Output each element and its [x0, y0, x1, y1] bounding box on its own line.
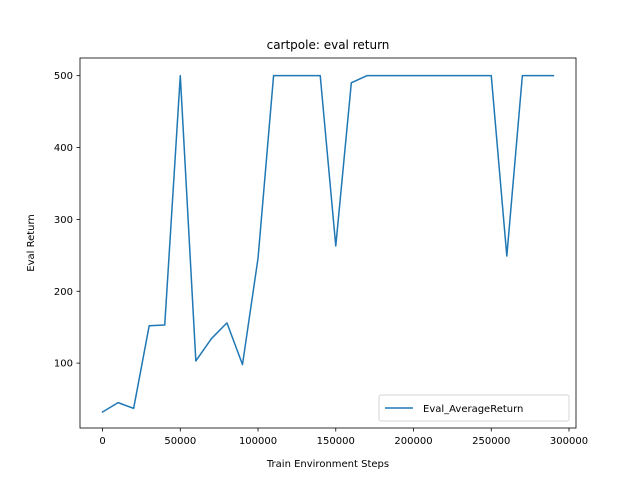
legend: Eval_AverageReturn: [378, 394, 570, 422]
legend-frame: [378, 394, 570, 422]
legend-label-eval-average-return: Eval_AverageReturn: [423, 404, 523, 415]
series-line-eval-average-return: [101, 74, 555, 414]
plot-area: [79, 57, 577, 429]
x-axis: 0 50000 100000 150000 200000 250000 300000: [99, 428, 588, 447]
y-tick-label: 400: [54, 143, 73, 154]
chart-title: cartpole: eval return: [267, 38, 390, 52]
x-tick-label: 250000: [472, 436, 510, 447]
y-tick-label: 500: [54, 71, 73, 82]
plot-frame: [79, 57, 577, 429]
y-axis-label: Eval Return: [26, 214, 37, 272]
x-tick-label: 200000: [394, 436, 432, 447]
x-tick-label: 100000: [239, 436, 277, 447]
y-tick-label: 200: [54, 287, 73, 298]
x-tick-label: 150000: [317, 436, 355, 447]
x-tick-label: 50000: [164, 436, 196, 447]
x-tick-label: 0: [99, 436, 105, 447]
y-tick-label: 100: [54, 359, 73, 370]
y-axis: 100 200 300 400 500: [54, 71, 80, 370]
x-tick-label: 300000: [550, 436, 588, 447]
x-axis-label: Train Environment Steps: [266, 459, 389, 470]
y-tick-label: 300: [54, 215, 73, 226]
